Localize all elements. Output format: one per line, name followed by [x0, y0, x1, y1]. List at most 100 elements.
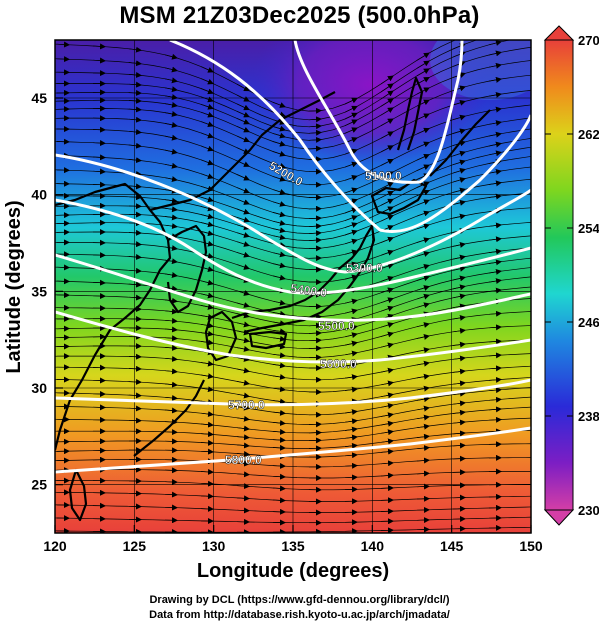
wind-arrow	[164, 285, 178, 292]
wind-arrow	[344, 298, 358, 305]
wind-arrow	[452, 99, 466, 106]
wind-arrow	[128, 267, 142, 274]
wind-arrow	[416, 264, 430, 270]
wind-arrow	[200, 230, 214, 237]
wind-arrow	[200, 292, 214, 299]
wind-arrow	[308, 145, 322, 152]
wind-arrow	[308, 230, 322, 237]
wind-arrow	[200, 121, 214, 128]
wind-arrow	[488, 324, 502, 331]
wind-arrow	[344, 332, 358, 339]
wind-arrow	[344, 426, 358, 433]
wind-arrow	[344, 324, 358, 331]
wind-arrow	[236, 251, 250, 258]
wind-arrow	[200, 173, 214, 180]
wind-arrow	[236, 208, 250, 215]
wind-arrow	[344, 207, 358, 214]
wind-arrow	[488, 141, 502, 148]
wind-arrow	[236, 507, 250, 514]
wind-arrow	[452, 150, 466, 157]
wind-arrow	[416, 127, 430, 135]
wind-arrow	[272, 234, 286, 241]
contour-label: 5800.0	[225, 453, 262, 467]
wind-arrow	[272, 274, 286, 281]
wind-arrow	[416, 433, 430, 440]
wind-arrow	[416, 322, 430, 328]
wind-arrow	[128, 254, 142, 261]
wind-arrow	[452, 114, 466, 121]
wind-arrow	[380, 263, 394, 269]
wind-arrow	[236, 110, 250, 118]
wind-arrow	[200, 196, 214, 203]
wind-arrow	[344, 105, 358, 113]
x-tick-label: 130	[202, 538, 226, 554]
wind-arrow	[380, 214, 394, 222]
wind-arrow	[489, 33, 501, 36]
wind-arrow	[488, 396, 502, 403]
wind-arrow	[272, 335, 286, 342]
colorbar-tick-label: 246	[578, 315, 599, 330]
wind-arrow	[416, 347, 430, 354]
wind-arrow	[416, 87, 430, 95]
wind-arrow	[488, 91, 502, 98]
wind-arrow	[380, 118, 394, 127]
wind-arrow	[272, 132, 286, 139]
wind-arrow	[128, 378, 142, 385]
wind-arrow	[416, 414, 430, 421]
wind-arrow	[488, 387, 502, 394]
coastline-ryukyu	[133, 379, 205, 457]
wind-arrow	[236, 224, 250, 231]
wind-arrow	[164, 308, 178, 315]
wind-arrow	[164, 148, 178, 155]
wind-arrow	[200, 132, 214, 139]
wind-arrow	[452, 400, 466, 407]
wind-arrow	[128, 46, 142, 53]
wind-arrow	[452, 293, 466, 300]
wind-arrow	[344, 462, 358, 469]
y-tick-label: 40	[31, 187, 47, 203]
colorbar-tick-label: 254	[578, 221, 599, 236]
wind-arrow	[416, 154, 430, 161]
colorbar-top-arrow	[543, 25, 575, 41]
contour-line-5700	[55, 378, 531, 407]
wind-arrow	[272, 151, 286, 157]
wind-arrow	[236, 355, 250, 362]
wind-arrow	[452, 254, 466, 261]
wind-arrow	[416, 445, 430, 452]
colorbar-ticks: 270 262 254 246 238 230	[545, 33, 599, 518]
wind-arrow	[308, 337, 322, 344]
credit-data: Data from http://database.rish.kyoto-u.a…	[149, 609, 450, 621]
wind-arrow	[200, 252, 214, 259]
wind-arrow	[344, 434, 358, 441]
wind-arrow	[200, 448, 214, 455]
coastline-hokkaido	[370, 178, 428, 216]
wind-arrow	[236, 135, 250, 143]
contour-label: 5300.0	[346, 261, 383, 275]
coastline-shikoku	[248, 330, 288, 350]
wind-arrow	[164, 206, 178, 213]
wind-arrow	[164, 66, 178, 73]
wind-arrow	[272, 227, 286, 234]
wind-arrow	[416, 457, 430, 464]
coastline-manchuria	[149, 91, 336, 212]
wind-arrow	[344, 238, 358, 245]
wind-arrow	[344, 249, 358, 256]
height-contours	[55, 40, 531, 474]
wind-arrow	[272, 211, 286, 218]
wind-arrow	[236, 241, 250, 247]
wind-arrow	[344, 161, 358, 168]
wind-arrow	[416, 334, 430, 340]
wind-arrow	[164, 478, 178, 485]
wind-arrow	[452, 390, 466, 397]
wind-arrow	[416, 237, 430, 244]
contour-label: 5100.0	[365, 169, 402, 183]
wind-arrow	[344, 374, 358, 381]
wind-arrow	[200, 493, 214, 500]
wind-arrow	[416, 302, 430, 309]
wind-arrow	[236, 404, 250, 411]
wind-arrow	[344, 187, 358, 194]
wind-arrow	[452, 177, 466, 183]
wind-arrow	[380, 145, 394, 153]
wind-arrow	[416, 483, 430, 490]
wind-arrow	[452, 213, 466, 220]
